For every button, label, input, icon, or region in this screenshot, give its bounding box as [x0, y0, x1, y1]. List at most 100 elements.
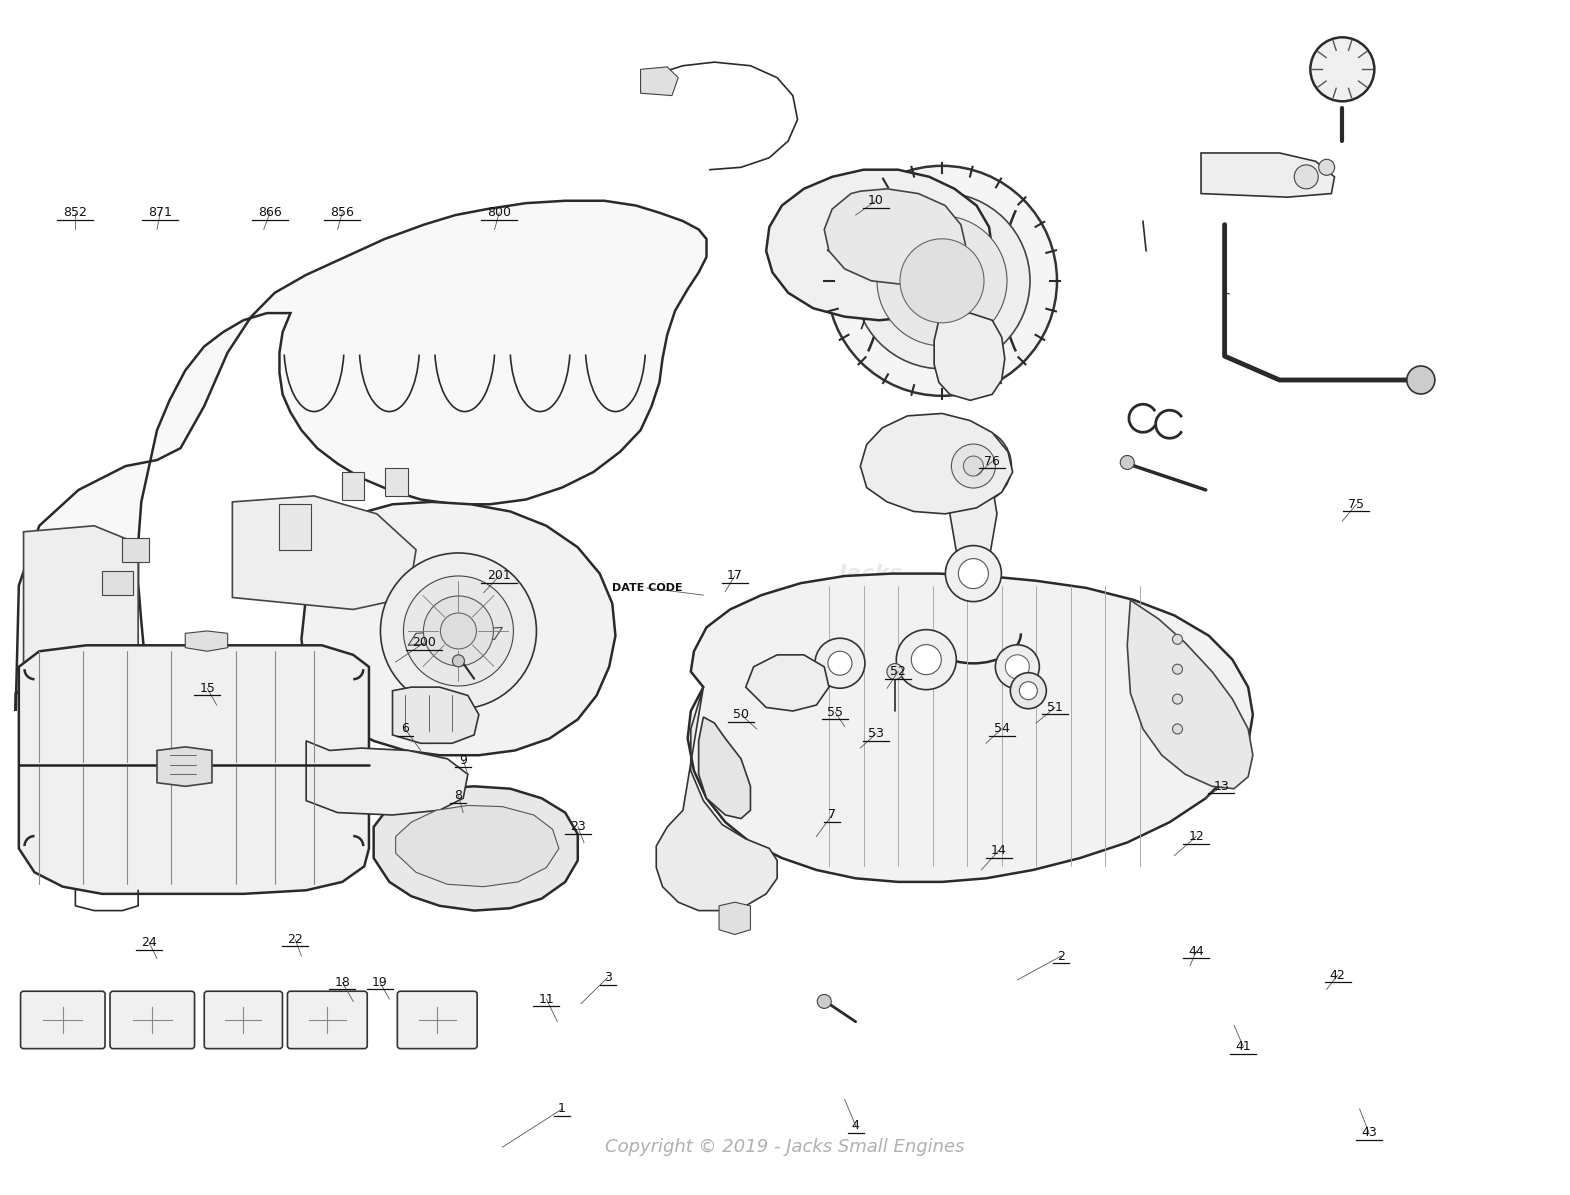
Text: 50: 50: [733, 709, 749, 721]
Polygon shape: [656, 687, 777, 911]
FancyBboxPatch shape: [397, 991, 477, 1049]
Circle shape: [452, 655, 465, 667]
Circle shape: [1173, 724, 1182, 734]
Text: 18: 18: [334, 976, 350, 988]
Polygon shape: [374, 786, 578, 911]
Text: 15: 15: [199, 682, 215, 694]
Text: 7: 7: [827, 809, 837, 821]
Text: 76: 76: [984, 455, 1000, 467]
Circle shape: [815, 638, 865, 688]
Circle shape: [1173, 694, 1182, 704]
Polygon shape: [934, 313, 1005, 400]
Polygon shape: [279, 504, 311, 550]
Polygon shape: [16, 201, 706, 711]
Polygon shape: [122, 538, 149, 562]
Polygon shape: [950, 466, 997, 574]
Polygon shape: [408, 627, 502, 645]
Polygon shape: [688, 574, 1253, 882]
Circle shape: [1173, 635, 1182, 644]
Text: 6: 6: [400, 723, 410, 735]
Polygon shape: [306, 741, 468, 815]
Circle shape: [424, 596, 493, 666]
Text: 53: 53: [868, 728, 884, 740]
Text: 4: 4: [851, 1120, 860, 1132]
Polygon shape: [185, 631, 228, 651]
Circle shape: [1407, 366, 1435, 394]
Polygon shape: [1127, 600, 1253, 789]
Polygon shape: [19, 645, 369, 894]
Circle shape: [995, 645, 1039, 688]
Text: 24: 24: [141, 937, 157, 949]
Polygon shape: [342, 472, 364, 500]
Text: 12: 12: [1188, 831, 1204, 842]
Text: 3: 3: [603, 972, 612, 983]
Text: 866: 866: [257, 207, 283, 219]
Text: 1: 1: [557, 1103, 567, 1115]
Text: 54: 54: [994, 723, 1010, 735]
Text: 52: 52: [890, 666, 906, 678]
Circle shape: [1319, 159, 1334, 176]
Polygon shape: [766, 170, 992, 320]
Polygon shape: [24, 526, 138, 693]
Polygon shape: [157, 747, 212, 786]
Text: 41: 41: [1236, 1041, 1251, 1053]
Circle shape: [1011, 673, 1046, 709]
Polygon shape: [641, 67, 678, 96]
Polygon shape: [232, 496, 416, 609]
Text: 43: 43: [1361, 1127, 1377, 1139]
Circle shape: [827, 166, 1057, 396]
Text: 8: 8: [454, 790, 463, 802]
Circle shape: [380, 553, 537, 709]
Circle shape: [854, 192, 1030, 369]
Text: 11: 11: [539, 993, 554, 1005]
Text: 75: 75: [1349, 498, 1364, 510]
Polygon shape: [860, 413, 1013, 514]
Text: 17: 17: [727, 570, 743, 582]
FancyBboxPatch shape: [20, 991, 105, 1049]
Circle shape: [403, 576, 513, 686]
Circle shape: [964, 456, 983, 476]
Text: 14: 14: [991, 845, 1006, 857]
Polygon shape: [699, 717, 750, 819]
Polygon shape: [102, 571, 133, 595]
Text: 9: 9: [458, 754, 468, 766]
Circle shape: [1294, 165, 1319, 189]
Circle shape: [896, 630, 956, 690]
FancyBboxPatch shape: [204, 991, 283, 1049]
Circle shape: [936, 428, 1011, 504]
Text: Copyright © 2019 - Jacks Small Engines: Copyright © 2019 - Jacks Small Engines: [606, 1138, 964, 1157]
Circle shape: [1019, 681, 1038, 700]
Text: 13: 13: [1214, 780, 1229, 792]
Circle shape: [1005, 655, 1030, 679]
Circle shape: [1311, 37, 1374, 102]
Polygon shape: [1201, 153, 1334, 197]
Text: 55: 55: [827, 706, 843, 718]
Text: 44: 44: [1188, 945, 1204, 957]
Text: 852: 852: [63, 207, 88, 219]
Circle shape: [1121, 455, 1134, 470]
FancyBboxPatch shape: [110, 991, 195, 1049]
Polygon shape: [301, 502, 615, 755]
Text: 51: 51: [1047, 701, 1063, 713]
Text: Jacks
SMALL ENGINES: Jacks SMALL ENGINES: [771, 564, 972, 607]
Circle shape: [818, 994, 831, 1009]
Text: 800: 800: [487, 207, 512, 219]
Polygon shape: [385, 468, 408, 496]
Text: 871: 871: [148, 207, 173, 219]
Circle shape: [958, 558, 989, 589]
Polygon shape: [392, 687, 479, 743]
Circle shape: [827, 651, 853, 675]
Text: 23: 23: [570, 821, 586, 833]
FancyBboxPatch shape: [287, 991, 367, 1049]
Text: DATE CODE: DATE CODE: [612, 583, 681, 593]
Text: 10: 10: [868, 195, 884, 207]
Circle shape: [1173, 664, 1182, 674]
Circle shape: [878, 216, 1006, 345]
Polygon shape: [746, 655, 829, 711]
Polygon shape: [396, 805, 559, 887]
Text: 2: 2: [1057, 950, 1066, 962]
Text: 22: 22: [287, 933, 303, 945]
Text: 42: 42: [1330, 969, 1345, 981]
Circle shape: [900, 239, 984, 323]
Circle shape: [951, 445, 995, 488]
